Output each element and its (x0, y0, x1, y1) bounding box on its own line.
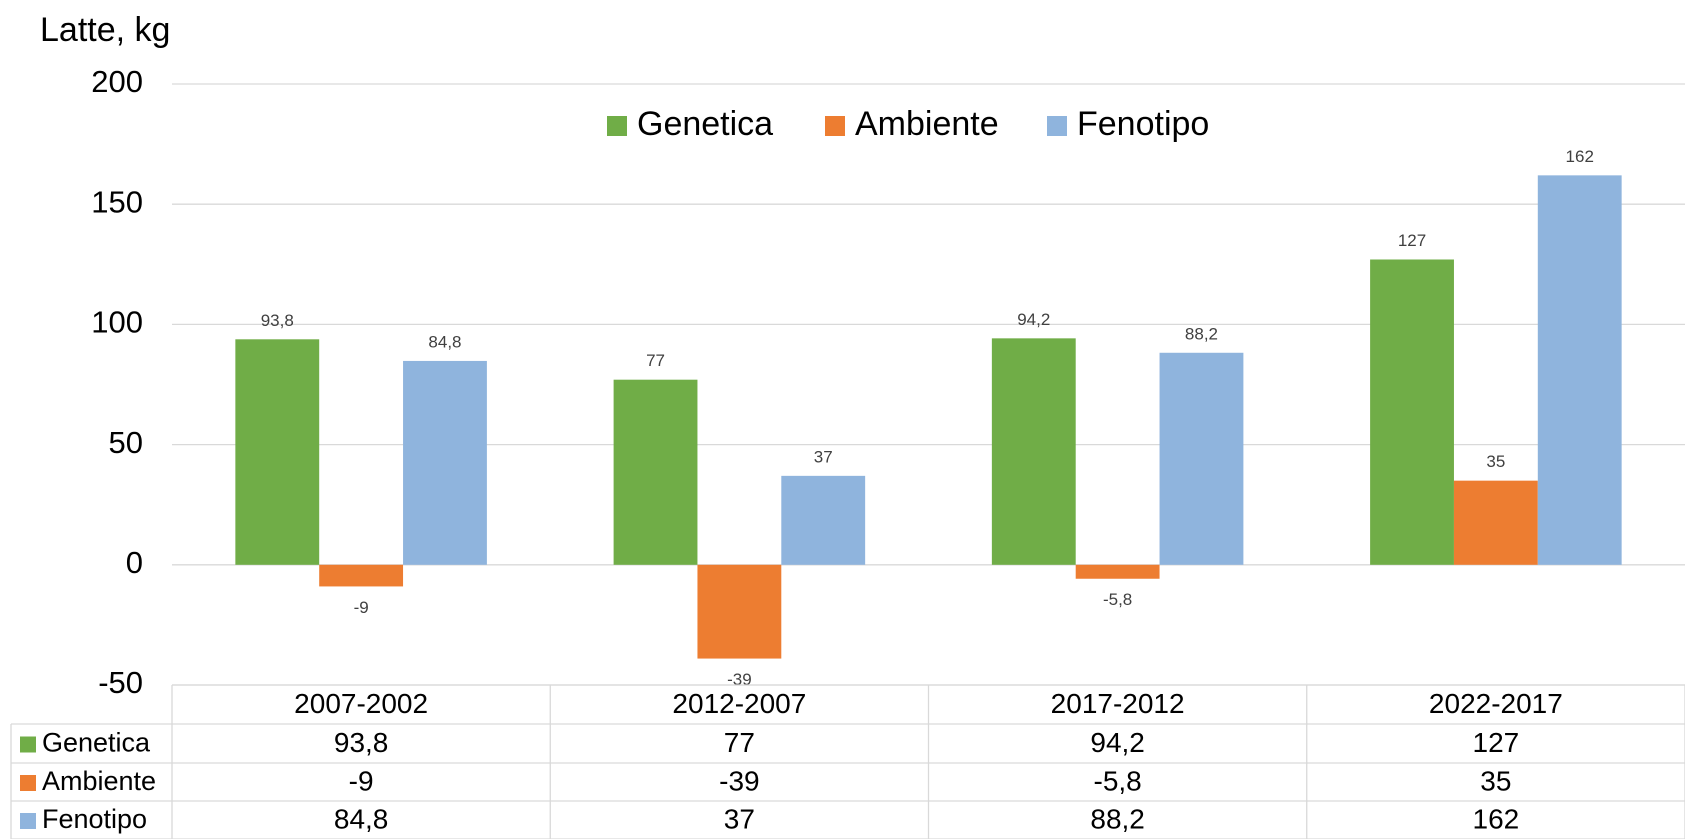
table-swatch (20, 775, 36, 791)
bar (403, 360, 487, 565)
data-label: 37 (814, 447, 833, 466)
data-label: 77 (646, 351, 665, 370)
table-row-label: Genetica (42, 728, 151, 758)
table-cell: 162 (1473, 803, 1520, 834)
bar (319, 564, 404, 587)
legend-label: Fenotipo (1077, 105, 1209, 143)
y-tick-label: -50 (98, 665, 143, 700)
y-tick-label: 100 (91, 305, 143, 340)
bar (1159, 352, 1244, 565)
data-label: -9 (354, 598, 369, 617)
y-tick-label: 200 (91, 64, 143, 99)
x-tick-label: 2007-2002 (294, 688, 428, 719)
bar (613, 379, 698, 565)
table-row-label: Fenotipo (42, 804, 147, 834)
table-cell: 84,8 (334, 803, 389, 834)
bar (781, 475, 866, 565)
legend-swatch (825, 116, 845, 136)
data-label: 84,8 (428, 332, 461, 351)
legend-label: Genetica (637, 105, 773, 143)
bar (235, 339, 320, 565)
x-tick-label: 2022-2017 (1429, 688, 1563, 719)
data-label: 88,2 (1185, 324, 1218, 343)
data-label: 93,8 (261, 311, 294, 330)
bar (697, 564, 782, 659)
data-label: -39 (727, 670, 752, 689)
data-label: -5,8 (1103, 590, 1132, 609)
x-tick-label: 2012-2007 (672, 688, 806, 719)
data-label: 127 (1398, 231, 1426, 250)
table-cell: 77 (724, 727, 755, 758)
bar (1370, 259, 1454, 565)
data-label: 35 (1486, 452, 1505, 471)
table-row-label: Ambiente (42, 766, 156, 796)
y-tick-label: 50 (109, 425, 143, 460)
y-tick-label: 0 (126, 545, 143, 580)
table-cell: 35 (1480, 765, 1511, 796)
legend-swatch (1047, 116, 1067, 136)
bar (991, 338, 1076, 565)
table-cell: 93,8 (334, 727, 389, 758)
x-tick-label: 2017-2012 (1051, 688, 1185, 719)
data-label: 162 (1566, 147, 1594, 166)
table-cell: 94,2 (1090, 727, 1145, 758)
bar (1075, 564, 1160, 579)
table-cell: -39 (719, 765, 759, 796)
table-cell: -9 (349, 765, 374, 796)
table-cell: 127 (1473, 727, 1520, 758)
table-cell: 37 (724, 803, 755, 834)
table-cell: 88,2 (1090, 803, 1145, 834)
bar (1537, 175, 1622, 565)
table-swatch (20, 813, 36, 829)
y-tick-label: 150 (91, 184, 143, 219)
legend-label: Ambiente (855, 105, 999, 143)
table-cell: -5,8 (1094, 765, 1142, 796)
y-axis-label: Latte, kg (40, 11, 170, 49)
bar (1453, 480, 1538, 565)
legend-swatch (607, 116, 627, 136)
data-label: 94,2 (1017, 310, 1050, 329)
table-swatch (20, 736, 36, 753)
